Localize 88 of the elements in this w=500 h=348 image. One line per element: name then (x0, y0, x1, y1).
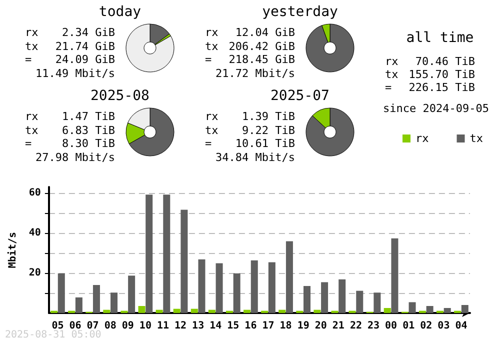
x-tick-label: 15 (227, 320, 240, 332)
bar (314, 310, 321, 313)
bar (138, 306, 146, 313)
bar (244, 310, 251, 313)
y-tick-label: 40 (28, 228, 41, 238)
text: = 8.30 TiB (25, 137, 115, 150)
bar (58, 273, 65, 313)
bar (233, 273, 240, 313)
x-tick-label: 10 (139, 320, 152, 332)
text: all time (405, 30, 475, 46)
x-tick-label: 00 (385, 320, 398, 332)
x-tick-label: 05 (52, 320, 64, 332)
text: rx 1.47 TiB (25, 110, 115, 123)
bar (163, 194, 170, 313)
bar (180, 210, 188, 313)
text: tx 155.70 TiB (385, 68, 475, 81)
chart-title: yesterday (261, 4, 339, 20)
x-tick-label: 06 (69, 320, 82, 332)
bar (278, 310, 286, 313)
bar (173, 308, 180, 313)
x-tick-label: 16 (244, 320, 257, 332)
text: since 2024-09-05 (382, 102, 490, 115)
y-tick-label: 60 (28, 188, 41, 198)
bar (408, 302, 416, 313)
text: = 218.45 GiB (205, 53, 295, 66)
bar (110, 292, 118, 313)
text: 11.49 Mbit/s (34, 66, 115, 80)
x-tick-label: 23 (367, 320, 380, 332)
text: rx 70.46 TiB (385, 55, 475, 68)
text: = 10.61 TiB (205, 137, 295, 150)
chart-title: today (98, 4, 142, 20)
bar (75, 297, 82, 313)
bar (444, 308, 451, 313)
x-tick-label: 12 (174, 320, 187, 332)
bar (198, 259, 206, 313)
x-tick-label: 17 (262, 320, 274, 332)
x-tick-label: 14 (210, 320, 222, 332)
bar (250, 260, 258, 313)
text: tx 21.74 GiB (25, 40, 115, 52)
bar (146, 194, 153, 313)
x-tick-label: 13 (192, 320, 204, 332)
bar (338, 279, 346, 313)
text: tx 9.22 TiB (205, 124, 295, 136)
bar (426, 306, 434, 313)
text: rx 12.04 GiB (205, 26, 295, 39)
bar (216, 263, 223, 313)
text: rx 1.39 TiB (205, 110, 295, 123)
bar (374, 292, 381, 313)
text: 27.98 Mbit/s (34, 150, 115, 164)
legend-label: tx (470, 132, 484, 145)
bar (103, 310, 110, 313)
legend-label: rx (416, 132, 430, 145)
bar (356, 290, 364, 313)
text: 21.72 Mbit/s (214, 66, 295, 80)
bar (286, 241, 293, 313)
bar (391, 238, 398, 313)
bar (208, 310, 216, 313)
x-tick-label: 19 (297, 320, 310, 332)
text: tx 6.83 TiB (25, 124, 115, 136)
x-tick-label: 01 (402, 320, 415, 332)
y-tick-label: 20 (28, 268, 41, 278)
text: = 226.15 TiB (385, 81, 475, 94)
text: rx 2.34 GiB (25, 26, 115, 39)
x-tick-label: 18 (280, 320, 292, 332)
x-tick-label: 08 (104, 320, 116, 332)
x-tick-label: 03 (438, 320, 450, 332)
chart-title: 2025-08 (89, 88, 150, 104)
bar (156, 310, 163, 313)
bar (304, 286, 311, 313)
x-tick-label: 11 (156, 320, 169, 332)
x-tick-label: 22 (350, 320, 362, 332)
bar (384, 308, 391, 313)
text: tx 206.42 GiB (205, 40, 295, 52)
x-tick-label: 21 (332, 320, 344, 332)
text: = 24.09 GiB (25, 53, 115, 66)
x-tick-label: 02 (420, 320, 432, 332)
chart-title: 2025-07 (269, 88, 330, 104)
x-tick-label: 09 (122, 320, 134, 332)
bar (321, 282, 328, 313)
x-tick-label: 04 (455, 320, 468, 332)
bar (268, 262, 276, 313)
text: 34.84 Mbit/s (214, 150, 295, 164)
y-axis-title: Mbit/s (6, 232, 18, 268)
bar (128, 276, 136, 313)
bar (190, 308, 198, 313)
x-tick-label: 20 (314, 320, 327, 332)
bar (92, 285, 100, 313)
x-tick-label: 07 (86, 320, 99, 332)
